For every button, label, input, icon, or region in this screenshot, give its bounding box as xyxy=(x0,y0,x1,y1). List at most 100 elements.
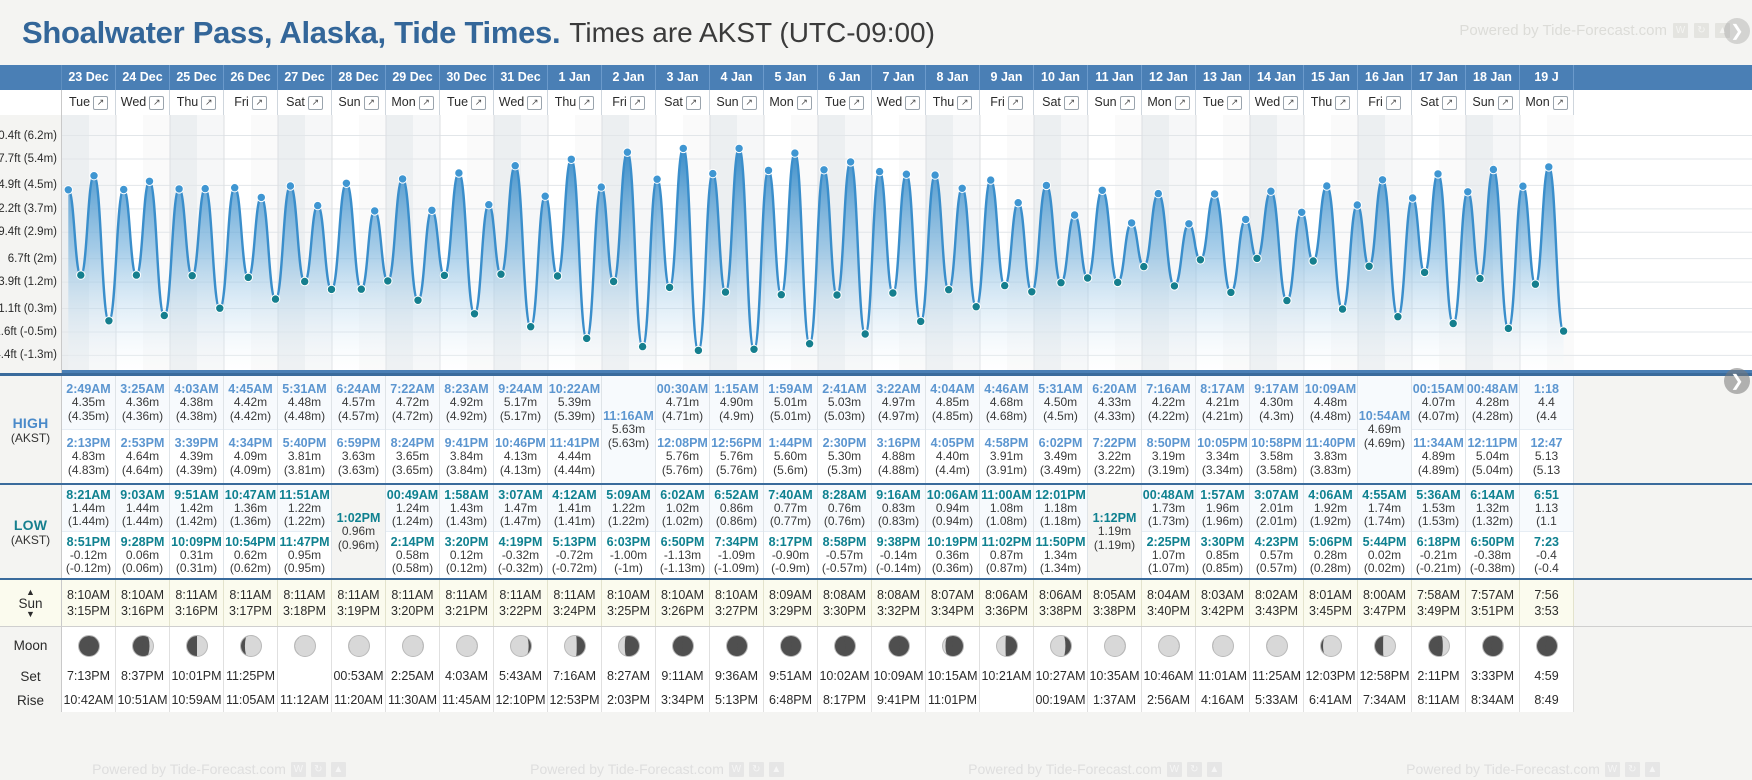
moonset-cell: 12:03PM xyxy=(1304,664,1358,688)
expand-day-icon[interactable]: ↗ xyxy=(1174,95,1190,110)
moonset-cell: 7:13PM xyxy=(62,664,116,688)
expand-day-icon[interactable]: ↗ xyxy=(1385,95,1401,110)
moon-cell xyxy=(1088,627,1142,664)
expand-day-icon[interactable]: ↗ xyxy=(418,95,434,110)
tide-event-height: 3.84m xyxy=(449,449,484,464)
tide-event-height: 4.38m xyxy=(179,395,214,410)
tide-event-height: 0.87m xyxy=(989,547,1024,562)
sunset-time: 3:51PM xyxy=(1470,604,1515,618)
tide-event-height-alt: (2.01m) xyxy=(1255,514,1298,528)
expand-day-icon[interactable]: ↗ xyxy=(527,95,543,110)
expand-day-icon[interactable]: ↗ xyxy=(1227,95,1243,110)
scroll-right-button[interactable]: ❯ xyxy=(1724,368,1750,394)
sunset-time: 3:38PM xyxy=(1038,604,1083,618)
expand-day-icon[interactable]: ↗ xyxy=(1552,95,1568,110)
tide-event-height-alt: (0.87m) xyxy=(985,561,1028,575)
expand-day-icon[interactable]: ↗ xyxy=(363,95,379,110)
moon-cell xyxy=(1250,627,1304,664)
moon-phase-icon xyxy=(1157,634,1180,657)
moonrise-cell: 4:16AM xyxy=(1196,688,1250,712)
expand-day-icon[interactable]: ↗ xyxy=(629,95,645,110)
expand-day-icon[interactable]: ↗ xyxy=(93,95,109,110)
tide-event-height: 0.58m xyxy=(395,547,430,562)
expand-day-icon[interactable]: ↗ xyxy=(741,95,757,110)
expand-day-icon[interactable]: ↗ xyxy=(251,95,267,110)
tide-event-height: 0.57m xyxy=(1259,547,1294,562)
tide-event-height-alt: (0.31m) xyxy=(175,561,218,575)
moon-cell xyxy=(440,627,494,664)
tide-event-time: 7:22PM xyxy=(1092,436,1137,451)
expand-day-icon[interactable]: ↗ xyxy=(685,95,701,110)
expand-day-icon[interactable]: ↗ xyxy=(849,95,865,110)
tide-event: 4:05PM 4.40m (4.4m) xyxy=(926,429,979,483)
tide-event: 10:54AM 4.69m (4.69m) xyxy=(1358,376,1411,483)
tide-event-time: 6:50PM xyxy=(1470,534,1515,549)
sunset-time: 3:42PM xyxy=(1200,604,1245,618)
expand-day-icon[interactable]: ↗ xyxy=(471,95,487,110)
expand-day-icon[interactable]: ↗ xyxy=(201,95,217,110)
high-day-column: 2:41AM 5.03m (5.03m) 2:30PM 5.30m (5.3m) xyxy=(818,376,872,483)
weekday-cell: Sun ↗ xyxy=(332,90,386,115)
tide-event-time: 6:52AM xyxy=(714,487,759,502)
low-tide-point xyxy=(804,339,815,349)
high-tide-point xyxy=(200,183,210,194)
expand-day-icon[interactable]: ↗ xyxy=(905,95,921,110)
moonrise-cell: 5:33AM xyxy=(1250,688,1304,712)
tide-event-height-alt: (0.58m) xyxy=(391,561,434,575)
low-day-column: 8:21AM 1.44m (1.44m) 8:51PM -0.12m (-0.12m) xyxy=(62,485,116,578)
tide-event-height-alt: (1.44m) xyxy=(67,514,110,528)
tide-event-height: -0.4 xyxy=(1536,547,1557,562)
tide-event: 10:58PM 3.58m (3.58m) xyxy=(1250,429,1303,483)
date-header-cell: 8 Jan xyxy=(926,65,980,90)
expand-day-icon[interactable]: ↗ xyxy=(1497,95,1513,110)
tide-event: 3:39PM 4.39m (4.39m) xyxy=(170,429,223,483)
sunset-time: 3:18PM xyxy=(282,604,327,618)
high-tide-point xyxy=(427,205,437,216)
high-day-column: 9:24AM 5.17m (5.17m) 10:46PM 4.13m (4.13m) xyxy=(494,376,548,483)
expand-day-icon[interactable]: ↗ xyxy=(149,95,165,110)
tide-event-time: 11:34AM xyxy=(1413,436,1464,451)
tide-event: 12:01PM 1.18m (1.18m) xyxy=(1034,485,1087,531)
expand-day-icon[interactable]: ↗ xyxy=(1119,95,1135,110)
tide-event-height-alt: (5.39m) xyxy=(553,408,596,423)
expand-day-icon[interactable]: ↗ xyxy=(307,95,323,110)
expand-day-icon[interactable]: ↗ xyxy=(579,95,595,110)
expand-day-icon[interactable]: ↗ xyxy=(796,95,812,110)
moonset-cell: 3:33PM xyxy=(1466,664,1520,688)
sunset-time: 3:32PM xyxy=(876,604,921,618)
tide-event-height: 5.13 xyxy=(1534,449,1559,464)
tide-event-time: 3:16PM xyxy=(876,436,921,451)
expand-day-icon[interactable]: ↗ xyxy=(1441,95,1457,110)
moonrise-cell: 10:59AM xyxy=(170,688,224,712)
tide-event: 2:30PM 5.30m (5.3m) xyxy=(818,429,871,483)
tide-event-height-alt: (1.1 xyxy=(1536,514,1557,528)
tide-event-height: 4.71m xyxy=(665,395,700,410)
weekday-cell: Thu ↗ xyxy=(170,90,224,115)
tide-event: 10:22AM 5.39m (5.39m) xyxy=(548,376,601,429)
scroll-right-top-button[interactable]: ❯ xyxy=(1724,18,1750,44)
tide-event-time: 2:41AM xyxy=(822,382,867,397)
tide-event-height-alt: (5.17m) xyxy=(499,408,542,423)
tide-event-height-alt: (0.36m) xyxy=(931,561,974,575)
tide-event-time: 1:02PM xyxy=(336,511,381,526)
expand-day-icon[interactable]: ↗ xyxy=(1335,95,1351,110)
expand-day-icon[interactable]: ↗ xyxy=(1007,95,1023,110)
tide-event-height: -1.09m xyxy=(717,547,756,562)
tide-event-height: 4.48m xyxy=(287,395,322,410)
moon-phase-icon xyxy=(77,634,100,657)
sun-cell: 8:02AM 3:43PM xyxy=(1250,580,1304,626)
weekday-text: Thu xyxy=(554,95,577,109)
tide-event: 4:12AM 1.41m (1.41m) xyxy=(548,485,601,531)
moon-phase-icon xyxy=(941,634,964,657)
tide-event-height: 1.02m xyxy=(665,500,700,515)
sunrise-time: 8:08AM xyxy=(822,588,867,602)
expand-day-icon[interactable]: ↗ xyxy=(957,95,973,110)
expand-day-icon[interactable]: ↗ xyxy=(1063,95,1079,110)
tide-event-height-alt: (5.01m) xyxy=(769,408,812,423)
low-tide-point xyxy=(720,287,731,297)
tide-event-height-alt: (3.81m) xyxy=(283,462,326,477)
tide-event-time: 12:01PM xyxy=(1035,487,1086,502)
expand-day-icon[interactable]: ↗ xyxy=(1283,95,1299,110)
sunset-time: 3:30PM xyxy=(822,604,867,618)
tide-event-height-alt: (3.58m) xyxy=(1255,462,1298,477)
